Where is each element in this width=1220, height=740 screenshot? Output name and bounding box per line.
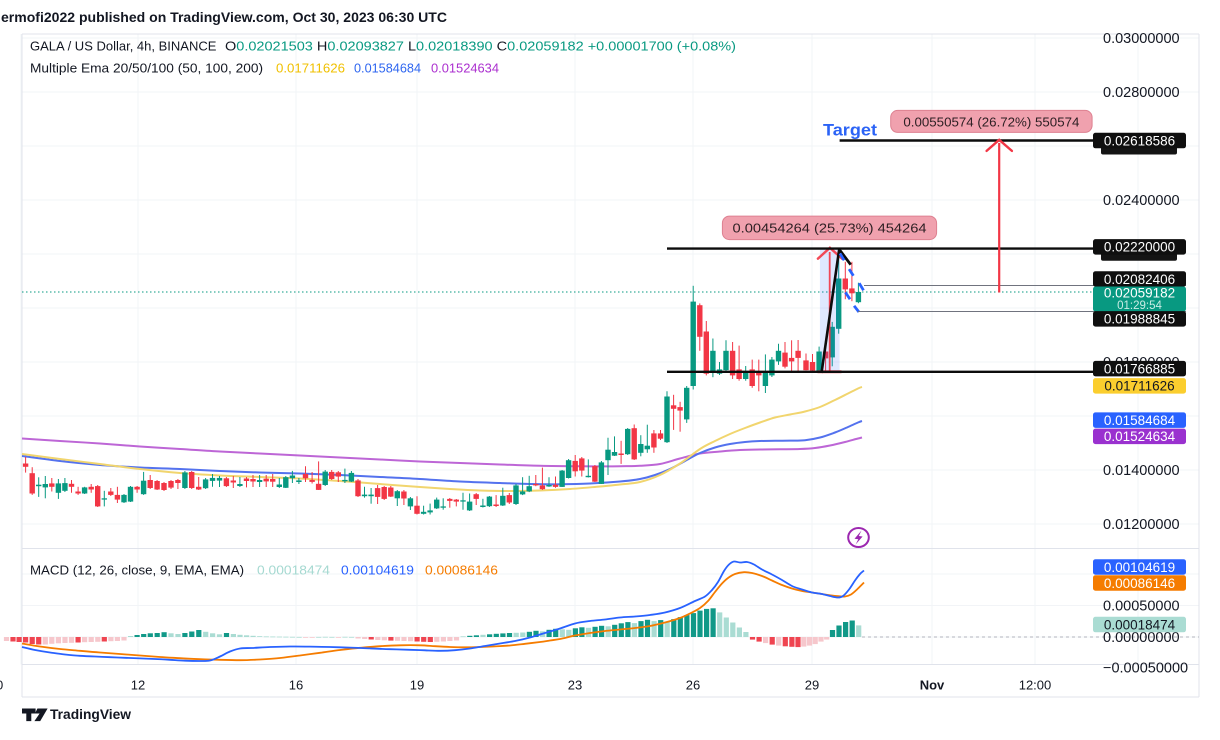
svg-text:MACD (12, 26, close, 9, EMA, E: MACD (12, 26, close, 9, EMA, EMA) — [30, 563, 244, 578]
svg-text:0.02800000: 0.02800000 — [1103, 85, 1180, 101]
svg-text:0.00104619: 0.00104619 — [341, 563, 414, 578]
svg-text:Nov: Nov — [920, 678, 945, 693]
svg-text:0.02059182: 0.02059182 — [1104, 286, 1175, 301]
svg-text:O0.02021503 H0.02093827 L0.020: O0.02021503 H0.02093827 L0.02018390 C0.0… — [225, 39, 736, 54]
svg-text:0.01711626: 0.01711626 — [276, 61, 345, 76]
svg-text:0.01584684: 0.01584684 — [354, 61, 421, 76]
svg-text:0: 0 — [0, 678, 3, 693]
svg-text:0.01200000: 0.01200000 — [1103, 517, 1180, 533]
svg-text:0.01711626: 0.01711626 — [1104, 379, 1174, 394]
svg-text:01:29:54: 01:29:54 — [1117, 300, 1162, 312]
svg-text:GALA / US Dollar, 4h, BINANCE: GALA / US Dollar, 4h, BINANCE — [30, 39, 217, 54]
svg-text:0.00454264 (25.73%) 454264: 0.00454264 (25.73%) 454264 — [733, 221, 927, 236]
svg-text:19: 19 — [410, 678, 424, 693]
svg-text:0.01400000: 0.01400000 — [1103, 463, 1180, 479]
svg-text:0.00104619: 0.00104619 — [1104, 560, 1175, 575]
svg-text:0.01766885: 0.01766885 — [1104, 361, 1175, 376]
svg-text:0.00086146: 0.00086146 — [425, 563, 498, 578]
svg-text:0.00018474: 0.00018474 — [1104, 617, 1176, 632]
svg-text:ermofi2022 published on Tradin: ermofi2022 published on TradingView.com,… — [1, 9, 447, 25]
svg-text:0.01524634: 0.01524634 — [431, 61, 499, 76]
svg-text:23: 23 — [568, 678, 582, 693]
svg-text:0.01524634: 0.01524634 — [1104, 429, 1176, 444]
svg-text:0.02082406: 0.02082406 — [1104, 272, 1175, 287]
svg-text:Target: Target — [823, 122, 878, 140]
svg-text:0.01988845: 0.01988845 — [1104, 312, 1175, 327]
svg-text:29: 29 — [805, 678, 819, 693]
svg-text:0.03000000: 0.03000000 — [1103, 31, 1180, 47]
svg-text:16: 16 — [289, 678, 303, 693]
svg-text:0.00050000: 0.00050000 — [1103, 599, 1180, 615]
svg-text:12: 12 — [131, 678, 145, 693]
svg-text:26: 26 — [686, 678, 700, 693]
svg-text:12:00: 12:00 — [1019, 678, 1052, 693]
svg-text:0.00018474: 0.00018474 — [257, 563, 330, 578]
svg-text:0.00550574 (26.72%) 550574: 0.00550574 (26.72%) 550574 — [903, 114, 1079, 129]
svg-text:0.02220000: 0.02220000 — [1104, 240, 1175, 255]
svg-text:0.02618586: 0.02618586 — [1104, 133, 1175, 148]
svg-text:Multiple Ema 20/50/100 (50, 10: Multiple Ema 20/50/100 (50, 100, 200) — [30, 61, 263, 76]
svg-text:−0.00050000: −0.00050000 — [1103, 661, 1188, 677]
svg-text:0.02400000: 0.02400000 — [1103, 193, 1180, 209]
svg-text:0.00000000: 0.00000000 — [1103, 630, 1180, 646]
svg-text:0.00086146: 0.00086146 — [1104, 576, 1175, 591]
svg-text:TradingView: TradingView — [50, 707, 131, 722]
svg-text:0.01584684: 0.01584684 — [1104, 413, 1176, 428]
